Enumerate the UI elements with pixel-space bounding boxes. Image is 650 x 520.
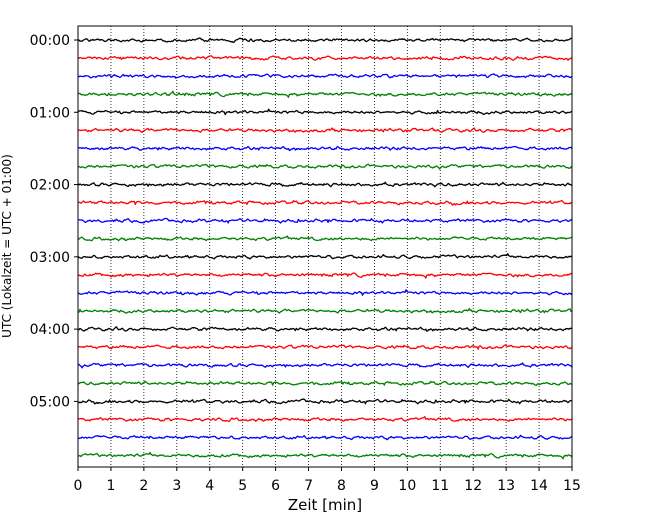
plot-background [78,26,572,467]
x-tick-label: 8 [337,478,346,494]
plot-frame [77,25,573,468]
trace-line [77,380,573,387]
x-axis-ticks: 0 1 2 3 4 5 6 7 8 9 10 11 12 13 14 15 [74,467,581,494]
trace-line [77,55,573,61]
y-axis-title: UTC (Lokalzeit = UTC + 01:00) [0,154,14,338]
trace-line [77,434,573,441]
trace-line [77,200,573,206]
x-tick-label: 5 [238,478,247,494]
trace-line [77,326,573,332]
trace-line [77,108,573,116]
trace-line [77,308,573,314]
trace-line [77,127,573,133]
trace-line [77,272,573,279]
x-tick-label: 2 [139,478,148,494]
trace-line [77,289,573,296]
x-tick-label: 1 [106,478,115,494]
x-tick-label: 10 [398,478,416,494]
x-tick-label: 14 [530,478,548,494]
trace-line [77,217,573,224]
trace-line [77,235,573,242]
x-tick-label: 9 [370,478,379,494]
trace-line [77,181,573,188]
x-tick-label: 3 [172,478,181,494]
y-axis-ticks: 00:00 01:00 02:00 03:00 04:00 05:00 [30,33,78,410]
trace-line [77,163,573,170]
trace-line [77,90,573,98]
x-tick-label: 0 [74,478,83,494]
trace-line [77,416,573,423]
y-tick-label: 02:00 [30,178,70,194]
trace-line [77,398,573,405]
y-tick-label: 05:00 [30,394,70,410]
x-tick-label: 15 [563,478,581,494]
y-tick-label: 00:00 [30,33,70,49]
x-tick-label: 11 [431,478,449,494]
x-tick-label: 4 [205,478,214,494]
x-tick-label: 7 [304,478,313,494]
y-tick-label: 01:00 [30,105,70,121]
trace-line [77,73,573,79]
x-tick-label: 12 [464,478,482,494]
trace-line [77,362,573,369]
x-axis-title: Zeit [min] [288,496,362,514]
trace-line [78,344,573,350]
y-tick-label: 04:00 [30,322,70,338]
seismic-traces [77,37,573,460]
trace-line [77,145,573,152]
y-tick-label: 03:00 [30,250,70,266]
trace-line [77,451,573,460]
x-tick-label: 6 [271,478,280,494]
trace-line [77,37,573,44]
trace-line [77,253,573,260]
x-tick-label: 13 [497,478,515,494]
